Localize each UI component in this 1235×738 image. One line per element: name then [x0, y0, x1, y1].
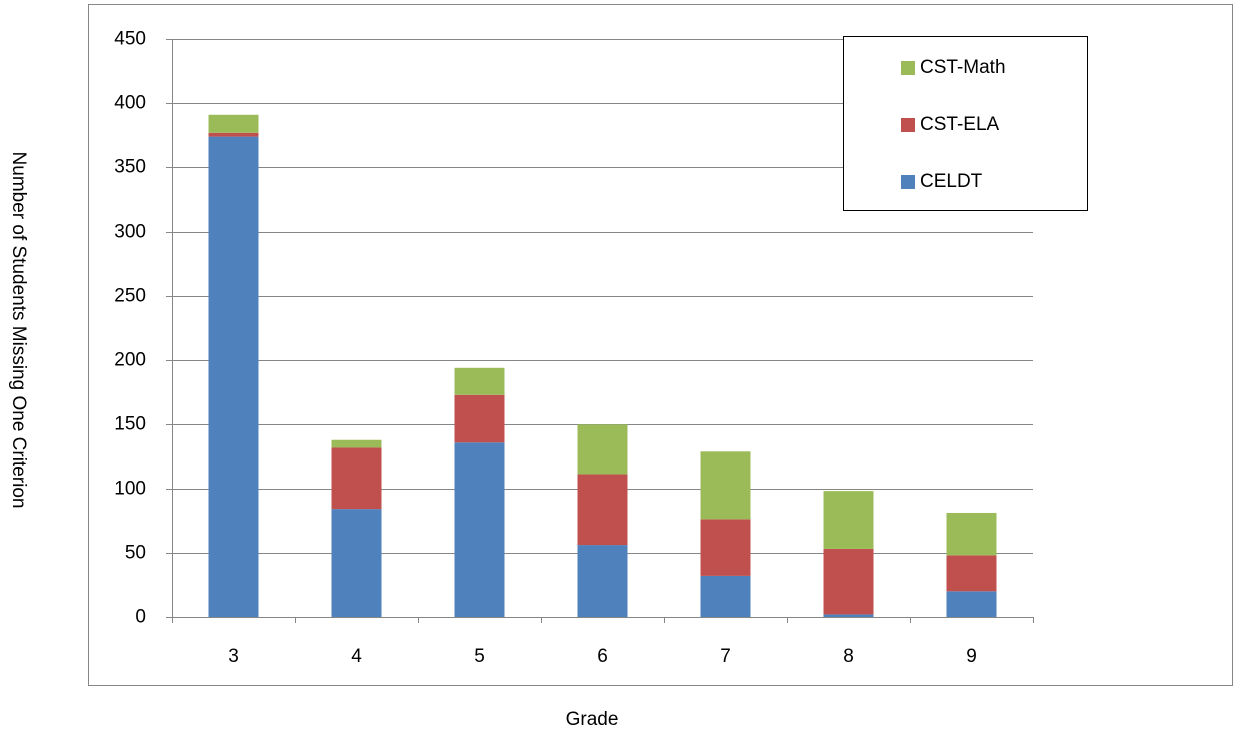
- legend-swatch: [901, 175, 915, 189]
- bar-segment: [823, 614, 874, 617]
- legend-swatch: [901, 118, 915, 132]
- x-tick-label: 8: [843, 646, 854, 667]
- bar-segment: [331, 439, 382, 448]
- legend-label: CST-ELA: [920, 114, 1000, 135]
- bar-segment: [823, 491, 874, 549]
- bar-segment: [946, 591, 997, 617]
- bar-segment: [208, 136, 259, 617]
- bar-segment: [700, 451, 751, 520]
- y-axis-title: Number of Students Missing One Criterion: [8, 152, 29, 509]
- legend-swatch: [901, 61, 915, 75]
- bar-segment: [454, 442, 505, 617]
- bar-segment: [577, 474, 628, 546]
- bar-segment: [946, 512, 997, 556]
- bar-segment: [331, 509, 382, 617]
- y-tick-label: 250: [114, 286, 146, 307]
- bar-segment: [208, 114, 259, 133]
- bar-segment: [946, 555, 997, 592]
- bar-segment: [208, 132, 259, 137]
- legend-label: CELDT: [920, 171, 983, 192]
- x-tick-label: 5: [474, 646, 485, 667]
- x-tick-label: 9: [966, 646, 977, 667]
- y-tick-label: 100: [114, 479, 146, 500]
- legend-box: [843, 36, 1088, 211]
- bar-segment: [577, 545, 628, 617]
- y-tick-label: 200: [114, 350, 146, 371]
- y-tick-label: 50: [125, 543, 146, 564]
- bar-segment: [331, 447, 382, 510]
- x-tick-label: 3: [228, 646, 239, 667]
- bar-segment: [823, 548, 874, 615]
- y-tick-label: 150: [114, 414, 146, 435]
- bar-segment: [454, 367, 505, 395]
- y-tick-label: 400: [114, 93, 146, 114]
- y-tick-label: 350: [114, 157, 146, 178]
- x-axis-title: Grade: [566, 709, 619, 730]
- y-tick-label: 0: [135, 607, 146, 628]
- bar-segment: [700, 519, 751, 576]
- x-tick-label: 6: [597, 646, 608, 667]
- bar-segment: [577, 424, 628, 475]
- bar-segment: [700, 575, 751, 617]
- x-tick-label: 7: [720, 646, 731, 667]
- x-tick-label: 4: [351, 646, 362, 667]
- bar-segment: [454, 394, 505, 443]
- y-tick-label: 450: [114, 29, 146, 50]
- legend-label: CST-Math: [920, 57, 1006, 78]
- y-tick-label: 300: [114, 222, 146, 243]
